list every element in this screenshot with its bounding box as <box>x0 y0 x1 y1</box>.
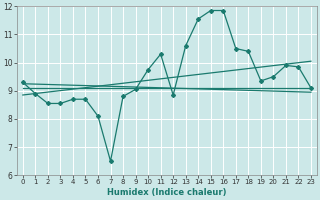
X-axis label: Humidex (Indice chaleur): Humidex (Indice chaleur) <box>107 188 227 197</box>
